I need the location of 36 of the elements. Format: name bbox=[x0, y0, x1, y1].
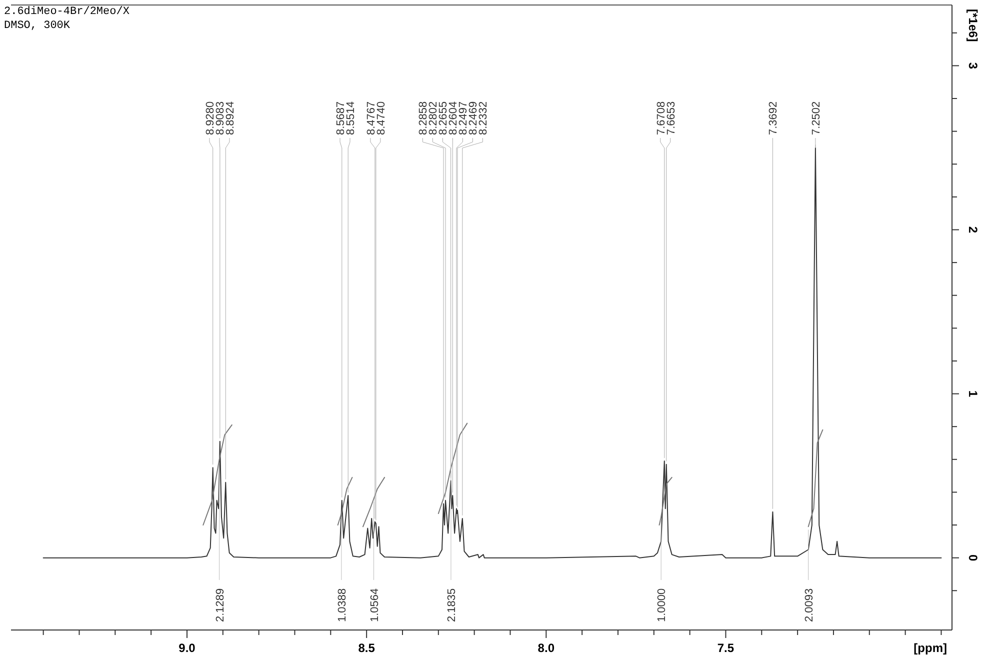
x-tick-label: 8.0 bbox=[538, 641, 555, 655]
annotation: 1.0000 bbox=[656, 588, 668, 622]
y-tick-label: 0 bbox=[966, 554, 980, 562]
y-tick-label: 2 bbox=[966, 226, 980, 234]
annotation: 8.9280 bbox=[204, 101, 216, 135]
text: DMSO, 300K bbox=[4, 20, 70, 32]
annotation: 8.2469 bbox=[468, 101, 480, 135]
annotation: 8.5687 bbox=[335, 101, 347, 135]
annotation: 2.1835 bbox=[446, 588, 458, 622]
annotation: 2.1289 bbox=[214, 588, 226, 622]
annotation: 7.6653 bbox=[665, 101, 678, 135]
x-tick-label: 7.5 bbox=[717, 641, 734, 655]
x-tick-label: 8.5 bbox=[358, 641, 376, 655]
annotation: 1.0388 bbox=[336, 588, 348, 622]
annotation: 1.0564 bbox=[368, 588, 381, 622]
y-tick-label: 1 bbox=[966, 390, 980, 398]
annotation: 8.2858 bbox=[418, 101, 430, 135]
x-axis-title: [ppm] bbox=[914, 641, 947, 655]
annotation: 8.5514 bbox=[345, 101, 357, 135]
annotation: 7.3692 bbox=[768, 101, 780, 135]
y-axis-title: [*1e6] bbox=[966, 9, 980, 42]
annotation: 8.4767 bbox=[365, 101, 378, 135]
annotation: 8.8924 bbox=[224, 101, 236, 135]
annotation: 8.2332 bbox=[478, 101, 490, 135]
annotation: 2.0093 bbox=[803, 588, 816, 622]
chart-title: 2.6diMeo-4Br/2Meo/X bbox=[4, 6, 130, 18]
annotation: 8.9083 bbox=[214, 101, 226, 135]
annotation: 8.4740 bbox=[375, 101, 388, 135]
annotation: 8.2497 bbox=[458, 101, 470, 135]
annotation: 7.2502 bbox=[810, 101, 822, 135]
annotation: 8.2604 bbox=[448, 101, 460, 135]
y-tick-label: 3 bbox=[966, 62, 980, 70]
annotation: 8.2802 bbox=[428, 101, 440, 135]
x-tick-label: 9.0 bbox=[178, 641, 196, 655]
annotation: 8.2655 bbox=[438, 101, 450, 135]
annotation: 7.6708 bbox=[655, 101, 668, 135]
